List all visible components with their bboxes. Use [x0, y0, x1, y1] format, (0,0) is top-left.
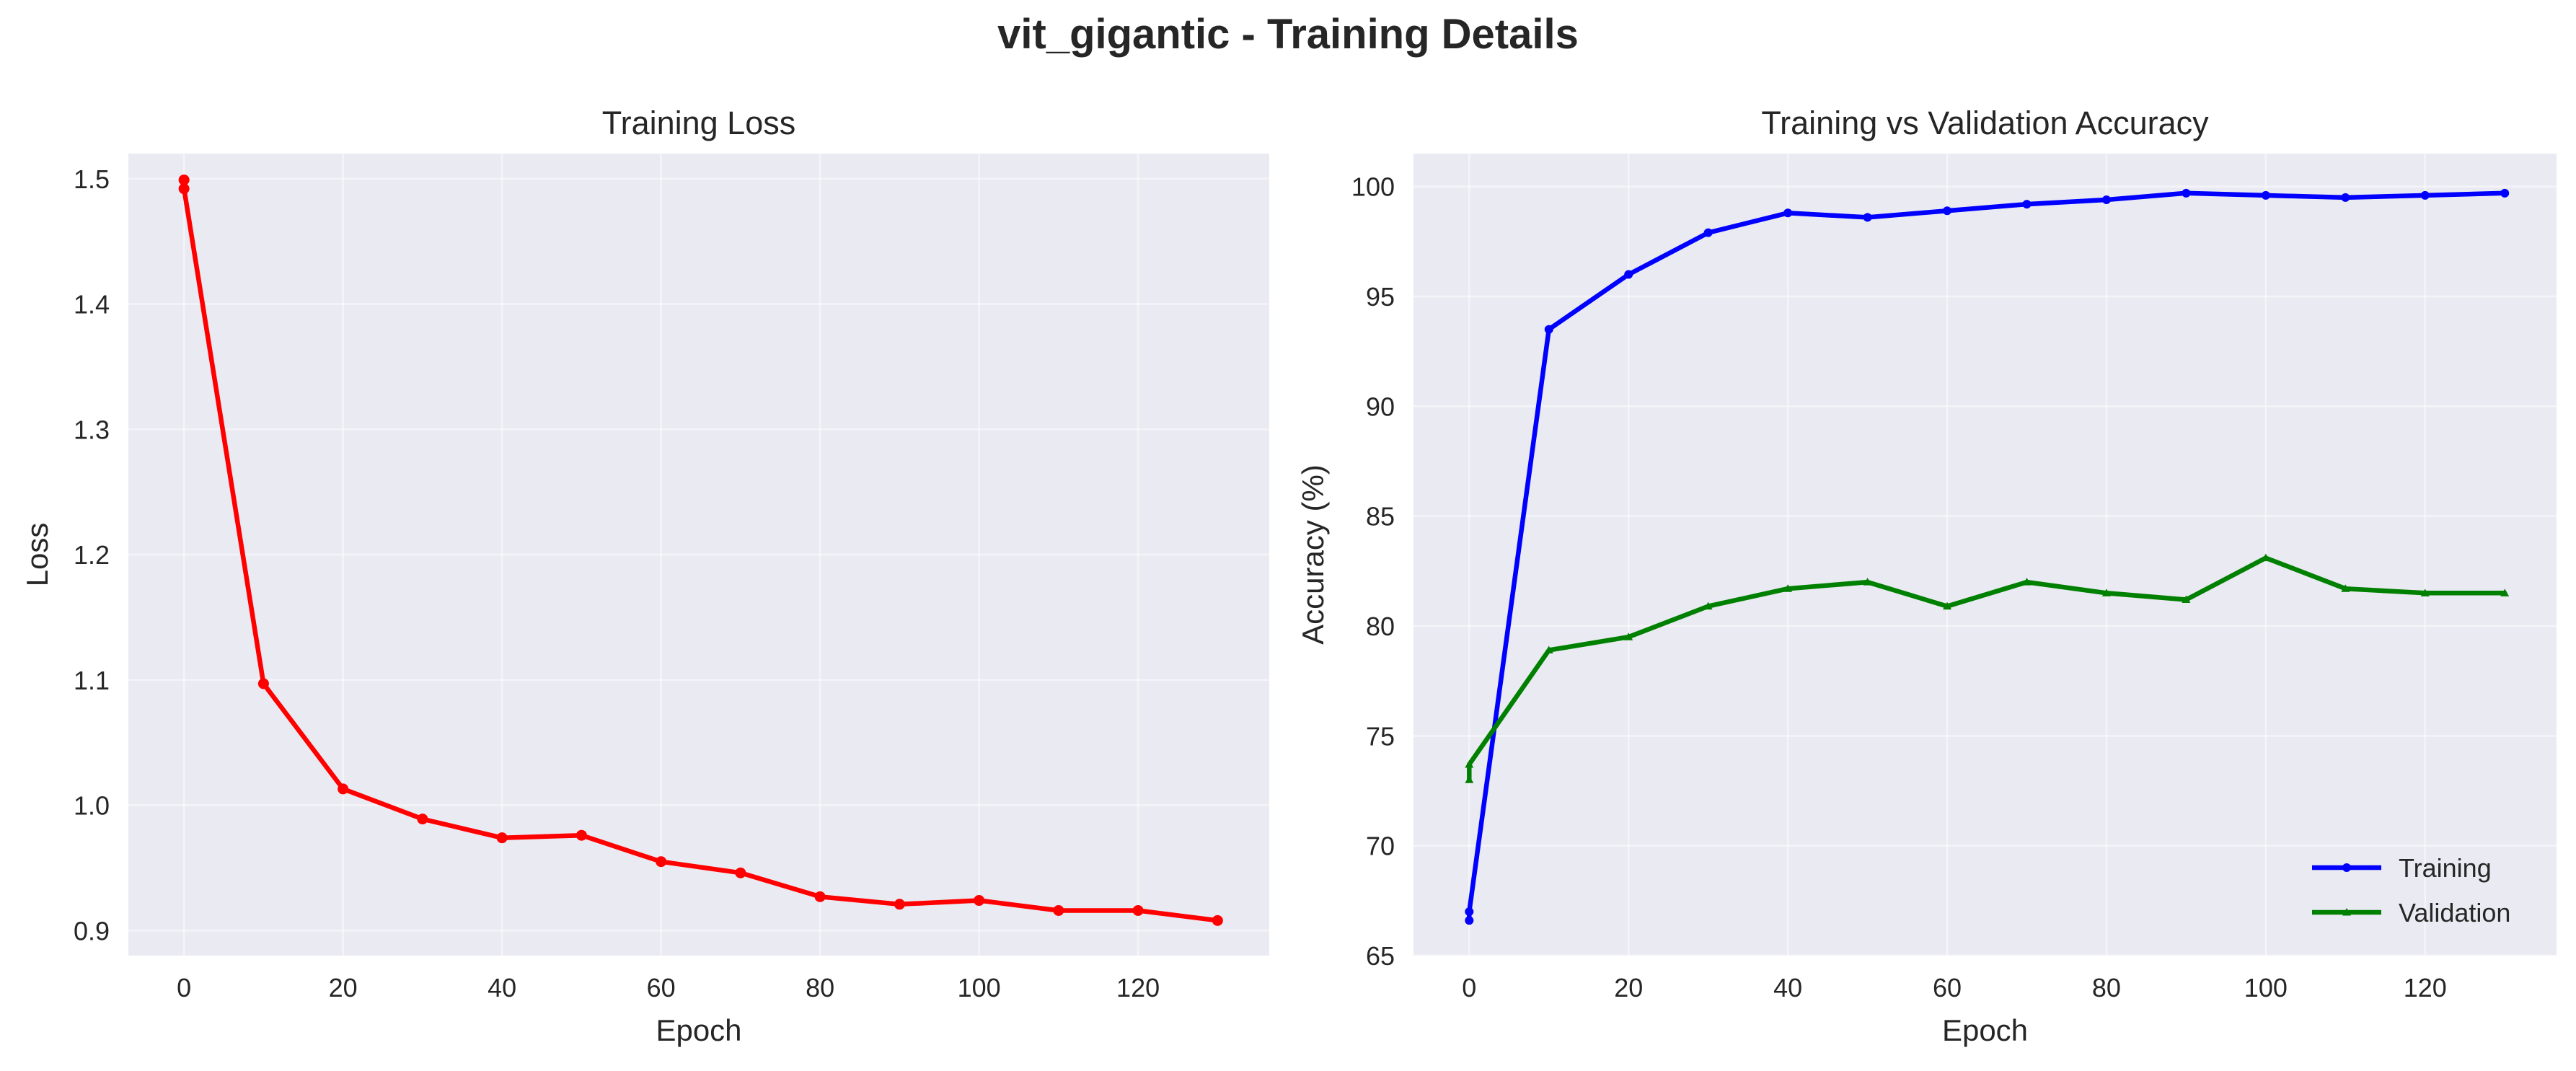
- acc-series-training-point: [2261, 190, 2270, 200]
- acc-series-validation-point: [2341, 584, 2350, 592]
- acc-x-tick-label: 120: [2404, 973, 2447, 1002]
- acc-y-tick-label: 65: [1366, 941, 1395, 971]
- loss-y-tick-label: 1.4: [74, 290, 110, 319]
- loss-series-0-point: [894, 899, 905, 910]
- legend-training-marker: [2342, 863, 2351, 872]
- legend-training-label: Training: [2399, 853, 2492, 883]
- loss-series-0-point: [338, 783, 349, 795]
- loss-series-0-point: [178, 183, 190, 195]
- acc-series-validation-point: [1943, 601, 1952, 610]
- loss-x-axis-label: Epoch: [656, 1013, 741, 1047]
- accuracy-chart: 0 20 40 60 80 100 120 65 70 75 80 85 90 95 100 Training…: [1296, 105, 2557, 1047]
- loss-series-0-point: [656, 856, 667, 868]
- acc-y-tick-label: 95: [1366, 282, 1395, 312]
- acc-series-training-point: [1624, 270, 1633, 279]
- acc-x-tick-label: 60: [1933, 973, 1962, 1002]
- acc-y-tick-label: 85: [1366, 502, 1395, 532]
- acc-series-training-point: [1465, 907, 1474, 917]
- acc-y-tick-label: 90: [1366, 392, 1395, 421]
- acc-series-validation-point: [1624, 633, 1633, 640]
- acc-x-axis-label: Epoch: [1942, 1013, 2028, 1047]
- loss-y-axis-label: Loss: [20, 523, 54, 587]
- acc-series-training-point: [1465, 916, 1474, 925]
- acc-series-validation-point: [2420, 589, 2430, 596]
- acc-x-tick-label: 40: [1773, 973, 1802, 1002]
- loss-series-0-point: [496, 832, 508, 844]
- legend-validation-label: Validation: [2399, 898, 2510, 927]
- acc-y-tick-label: 70: [1366, 832, 1395, 861]
- acc-series-training-point: [2341, 193, 2350, 202]
- acc-series-validation-point: [2261, 553, 2270, 562]
- acc-series-training-point: [2101, 195, 2111, 204]
- acc-y-tick-label: 80: [1366, 612, 1395, 641]
- acc-series-training-point: [1544, 325, 1553, 334]
- acc-y-tick-label: 100: [1351, 172, 1395, 202]
- loss-series-0-point: [178, 174, 190, 185]
- loss-series-0-point: [1132, 904, 1144, 916]
- acc-series-training-point: [1783, 208, 1793, 218]
- acc-x-tick-label: 0: [1462, 973, 1476, 1002]
- loss-series-0-point: [814, 891, 826, 902]
- acc-series-validation-point: [2500, 589, 2510, 596]
- loss-x-tick-label: 20: [329, 973, 358, 1002]
- loss-chart-title: Training Loss: [602, 105, 795, 141]
- loss-y-tick-label: 1.1: [74, 666, 110, 695]
- acc-chart-title: Training vs Validation Accuracy: [1761, 105, 2209, 141]
- acc-y-tick-label: 75: [1366, 721, 1395, 751]
- loss-series-0-point: [1053, 904, 1064, 916]
- acc-series-validation-point: [1703, 601, 1713, 610]
- loss-x-tick-label: 0: [177, 973, 191, 1002]
- acc-x-tick-label: 100: [2244, 973, 2288, 1002]
- acc-series-training-point: [1863, 213, 1872, 222]
- loss-x-tick-label: 60: [647, 973, 676, 1002]
- acc-series-training-point: [2182, 188, 2191, 198]
- acc-series-validation-point: [1863, 578, 1872, 586]
- acc-series-validation-point: [1544, 645, 1553, 654]
- acc-series-training-point: [2420, 190, 2430, 200]
- legend-validation-marker: [2342, 908, 2351, 916]
- acc-series-validation-point: [2022, 578, 2032, 586]
- loss-chart: 0 20 40 60 80 100 120 0.9 1.0 1.1 1.2 1.3 1.4 1.5 Trai…: [20, 105, 1269, 1047]
- figure-title: vit_gigantic - Training Details: [997, 11, 1579, 58]
- loss-series-0-point: [257, 678, 269, 689]
- loss-x-tick-label: 80: [806, 973, 834, 1002]
- acc-series-training-point: [1703, 228, 1713, 237]
- acc-series-training-point: [1943, 206, 1952, 216]
- acc-y-axis-label: Accuracy (%): [1296, 464, 1330, 645]
- loss-series-0-point: [575, 829, 587, 841]
- loss-series-0-point: [735, 867, 746, 878]
- loss-y-tick-label: 0.9: [74, 916, 110, 946]
- acc-series-validation-point: [1465, 775, 1474, 783]
- loss-series-0-point: [417, 814, 428, 825]
- loss-y-tick-label: 1.2: [74, 540, 110, 570]
- acc-x-tick-label: 20: [1614, 973, 1643, 1002]
- loss-y-tick-label: 1.0: [74, 791, 110, 821]
- acc-x-tick-label: 80: [2092, 973, 2121, 1002]
- acc-series-training-point: [2022, 200, 2032, 209]
- acc-series-validation-point: [2101, 589, 2111, 596]
- acc-series-validation-point: [2182, 595, 2191, 603]
- loss-x-tick-label: 120: [1116, 973, 1160, 1002]
- loss-y-tick-label: 1.5: [74, 164, 110, 194]
- acc-series-validation-point: [1783, 584, 1793, 592]
- loss-series-0-point: [1212, 914, 1223, 926]
- acc-series-training-point: [2500, 188, 2510, 198]
- acc-plot-area: [1413, 154, 2557, 956]
- loss-y-tick-label: 1.3: [74, 415, 110, 444]
- loss-series-0-point: [974, 895, 985, 907]
- acc-series-validation-point: [1465, 759, 1474, 768]
- loss-x-tick-label: 100: [958, 973, 1001, 1002]
- loss-x-tick-label: 40: [488, 973, 516, 1002]
